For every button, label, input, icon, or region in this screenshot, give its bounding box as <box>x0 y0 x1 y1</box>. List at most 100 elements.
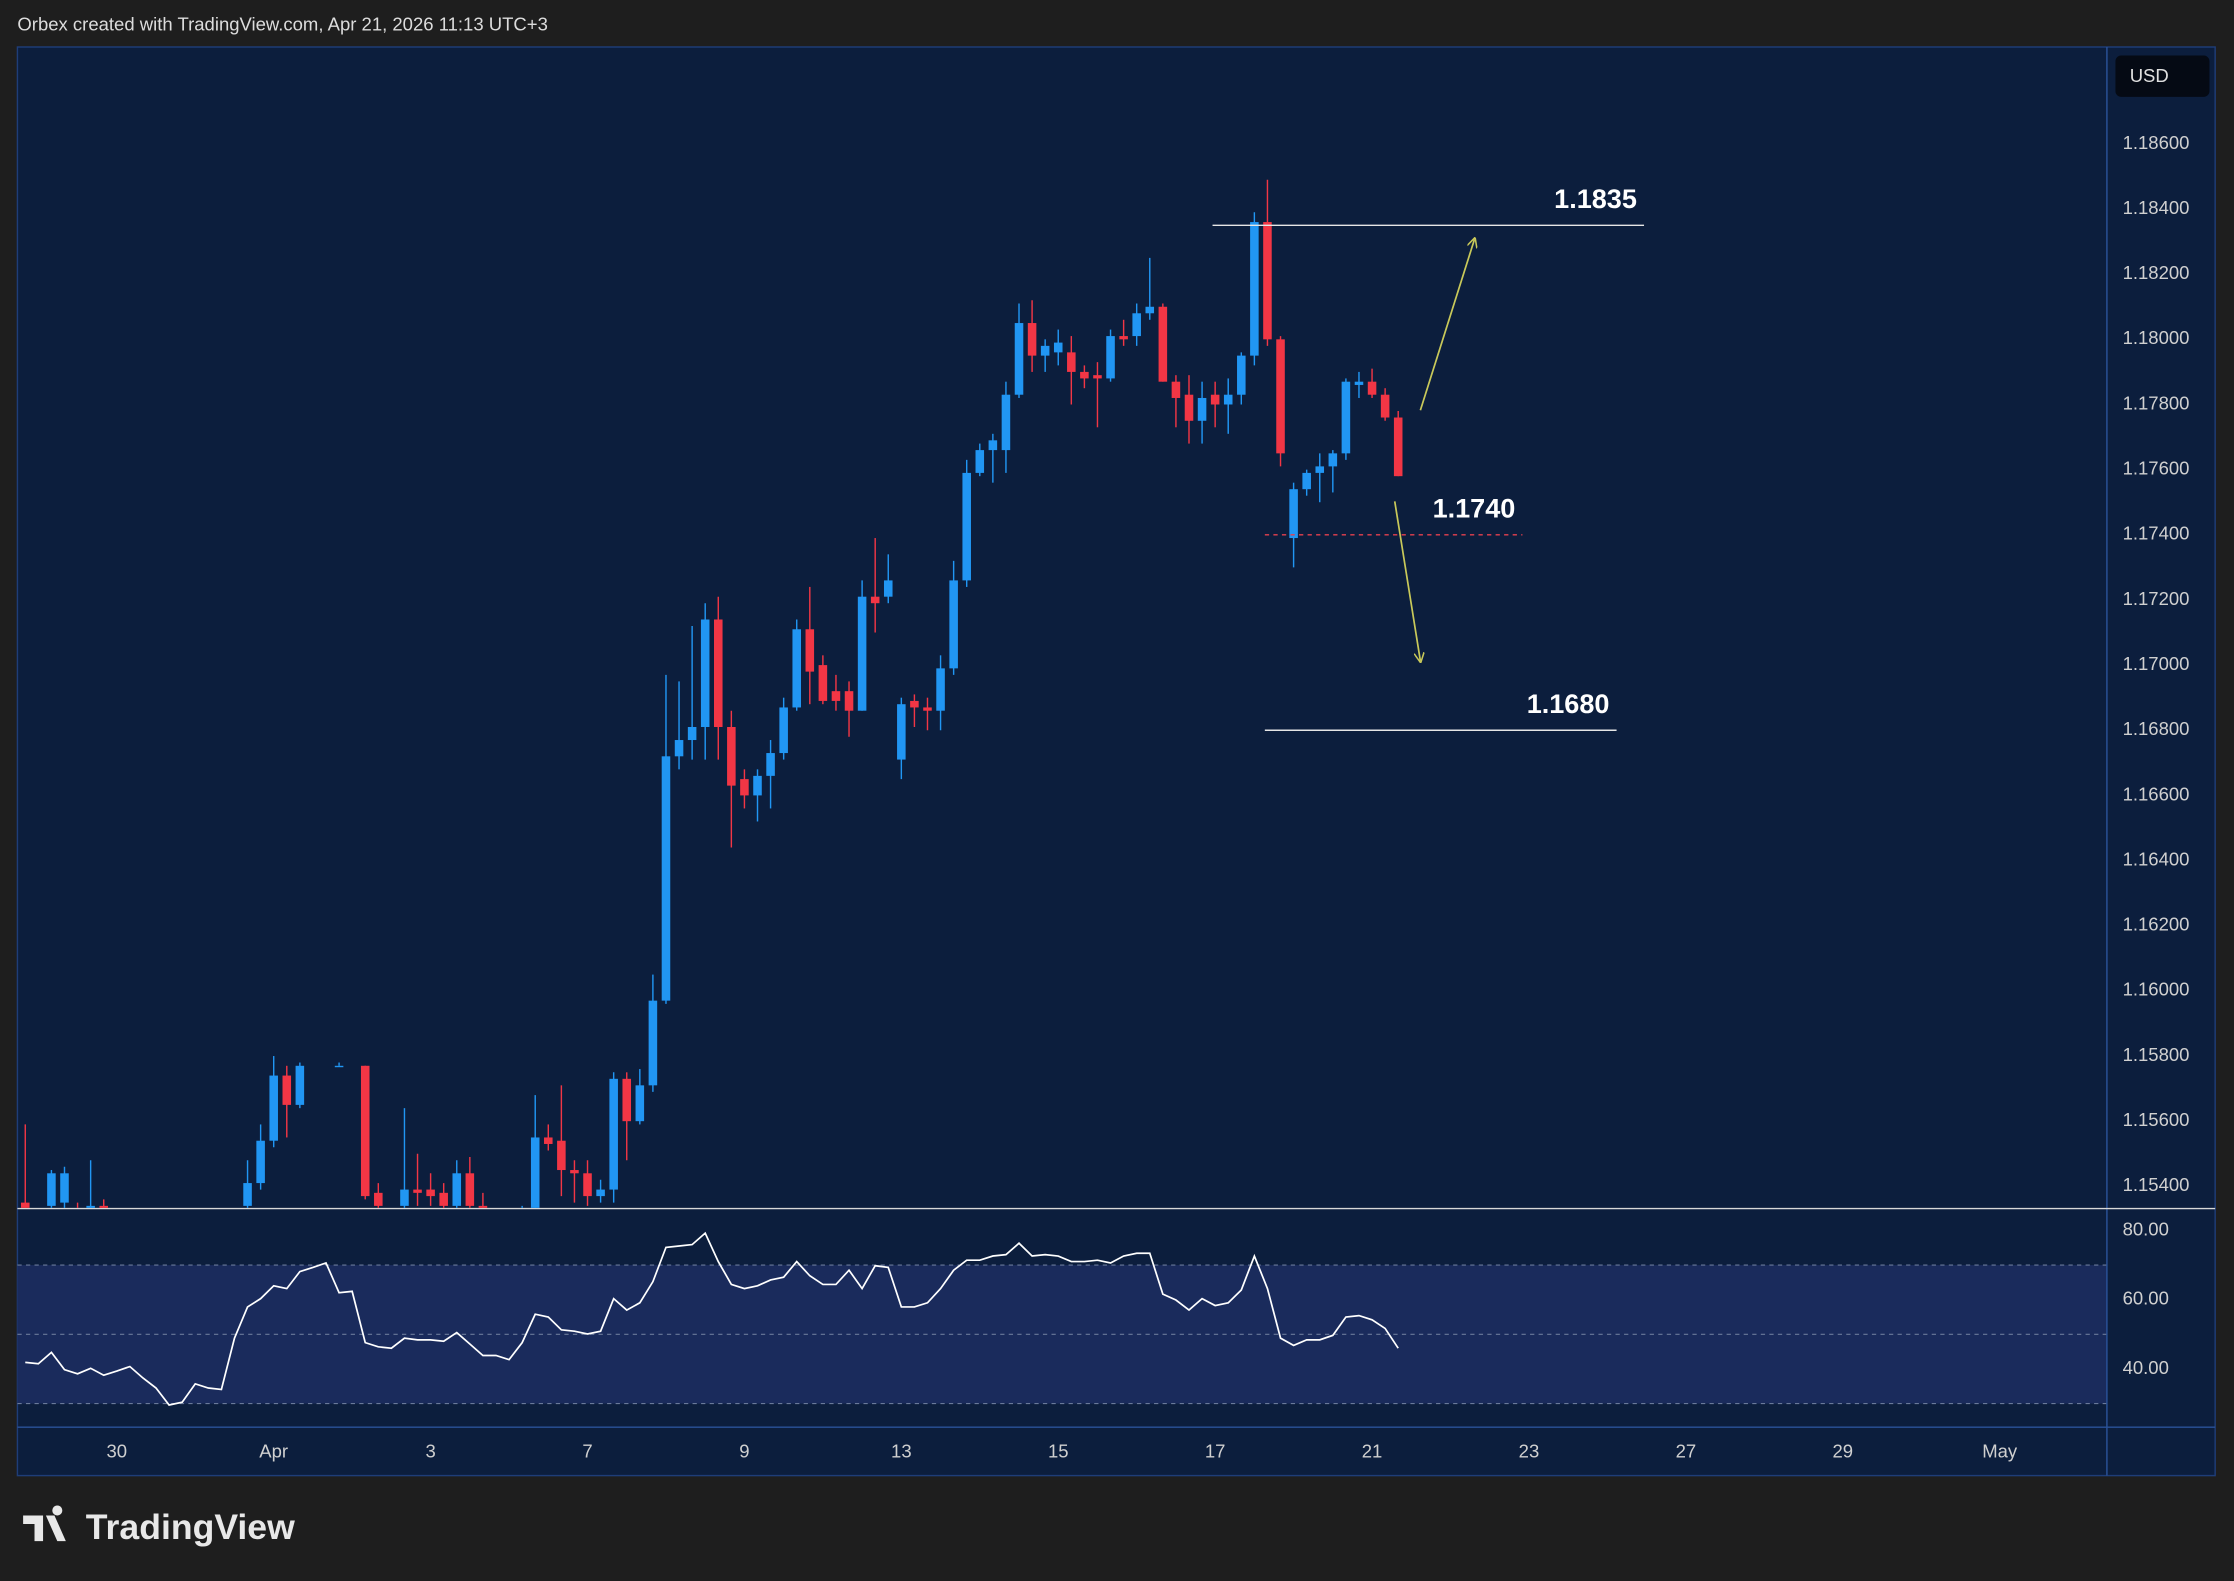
candle-body <box>20 1202 30 1208</box>
y-tick-label: 1.16400 <box>2123 848 2190 869</box>
candle-body <box>727 726 736 786</box>
y-tick-label: 1.16800 <box>2123 718 2190 739</box>
candle-body <box>1106 336 1115 379</box>
candle-body <box>910 700 919 708</box>
candle-body <box>1053 342 1063 353</box>
candle-body <box>988 440 998 451</box>
candle-body <box>936 668 945 711</box>
candle-body <box>857 596 867 711</box>
candle-body <box>870 596 880 604</box>
candle-body <box>661 756 671 1001</box>
x-tick-label: 9 <box>739 1441 749 1462</box>
candle-body <box>478 1205 488 1208</box>
y-tick-label: 1.16200 <box>2123 914 2190 935</box>
candle-body <box>439 1192 448 1206</box>
candle-body <box>1132 313 1141 337</box>
candle-body <box>1158 306 1168 382</box>
x-tick-label: 30 <box>107 1441 128 1462</box>
candle-body <box>1184 394 1194 421</box>
x-tick-label: 23 <box>1519 1441 1540 1462</box>
candle-body <box>86 1205 95 1208</box>
level-label: 1.1835 <box>1554 184 1637 214</box>
level-label: 1.1680 <box>1527 689 1610 719</box>
candle-body <box>60 1173 69 1203</box>
candle-body <box>779 707 788 754</box>
y-tick-label: 1.17600 <box>2123 458 2190 479</box>
x-tick-label: 7 <box>582 1441 592 1462</box>
candle-body <box>1289 489 1298 539</box>
candle-body <box>883 580 893 597</box>
candle-body <box>360 1065 370 1197</box>
x-tick-label: 21 <box>1362 1441 1383 1462</box>
x-tick-label: 17 <box>1205 1441 1226 1462</box>
axes: 1.15400 1.15600 1.15800 1.16000 1.16200 1.164… <box>107 132 2190 1462</box>
y-tick-label: 1.15800 <box>2123 1044 2190 1065</box>
candle-body <box>897 704 906 760</box>
candle-body <box>1302 472 1311 490</box>
candle-body <box>805 629 815 672</box>
y-tick-label: 1.15600 <box>2123 1109 2190 1130</box>
candle-body <box>740 779 749 796</box>
candle-body <box>1040 345 1050 356</box>
candle-body <box>792 629 802 708</box>
candle-body <box>1354 381 1364 385</box>
candle-body <box>766 753 775 776</box>
candle-body <box>256 1140 265 1184</box>
y-tick-label: 1.17800 <box>2123 392 2190 413</box>
candle-body <box>47 1173 56 1206</box>
candle-body <box>1341 381 1351 454</box>
candle-body <box>622 1078 632 1122</box>
x-tick-label: 13 <box>891 1441 912 1462</box>
header-note: Orbex created with TradingView.com, Apr … <box>17 14 547 35</box>
candle-body <box>1367 381 1377 395</box>
candle-body <box>1119 336 1128 340</box>
level-label: 1.1740 <box>1433 494 1516 524</box>
rsi-line <box>25 1231 1399 1406</box>
candle-body <box>1328 453 1338 467</box>
arrow-down <box>1393 501 1421 661</box>
candle-body <box>413 1189 422 1193</box>
candle-body <box>1250 222 1259 356</box>
candle-body <box>1014 323 1024 395</box>
y-tick-label: 40.00 <box>2123 1357 2169 1378</box>
x-tick-label: 29 <box>1832 1441 1853 1462</box>
candle-body <box>544 1137 553 1144</box>
candle-body <box>583 1173 592 1197</box>
candle-body <box>1237 355 1246 395</box>
candle-body <box>831 691 841 701</box>
price-pane <box>20 179 1645 1208</box>
candle-body <box>465 1173 475 1206</box>
candle-body <box>334 1065 344 1068</box>
arrow-up <box>1419 239 1474 411</box>
x-tick-label: 3 <box>425 1441 435 1462</box>
candle-body <box>753 775 762 796</box>
candle-body <box>1080 371 1089 379</box>
y-tick-label: 1.18400 <box>2123 197 2190 218</box>
candle-body <box>1067 352 1076 372</box>
currency-label: USD <box>2130 65 2169 86</box>
candle-body <box>1380 394 1390 418</box>
x-tick-label: 15 <box>1048 1441 1069 1462</box>
candle-body <box>714 619 723 727</box>
candle-body <box>1276 339 1285 454</box>
currency-badge <box>2115 55 2210 97</box>
candle-body <box>635 1085 645 1122</box>
candle-body <box>1145 306 1155 314</box>
candle-body <box>1001 394 1011 451</box>
y-tick-label: 1.18000 <box>2123 327 2190 348</box>
candle-body <box>1263 222 1272 340</box>
y-tick-label: 1.17200 <box>2123 588 2190 609</box>
candle-body <box>687 726 697 741</box>
candle-body <box>374 1192 383 1206</box>
candle-body <box>557 1140 566 1171</box>
y-tick-label: 1.18200 <box>2123 262 2190 283</box>
x-tick-label: Apr <box>259 1441 288 1462</box>
candle-body <box>818 665 828 701</box>
x-tick-label: 27 <box>1676 1441 1697 1462</box>
candle-body <box>1197 397 1207 421</box>
candle-body <box>700 619 710 727</box>
candle-body <box>99 1205 108 1208</box>
y-tick-label: 80.00 <box>2123 1218 2169 1239</box>
brand-logo: TradingView <box>23 1505 295 1547</box>
